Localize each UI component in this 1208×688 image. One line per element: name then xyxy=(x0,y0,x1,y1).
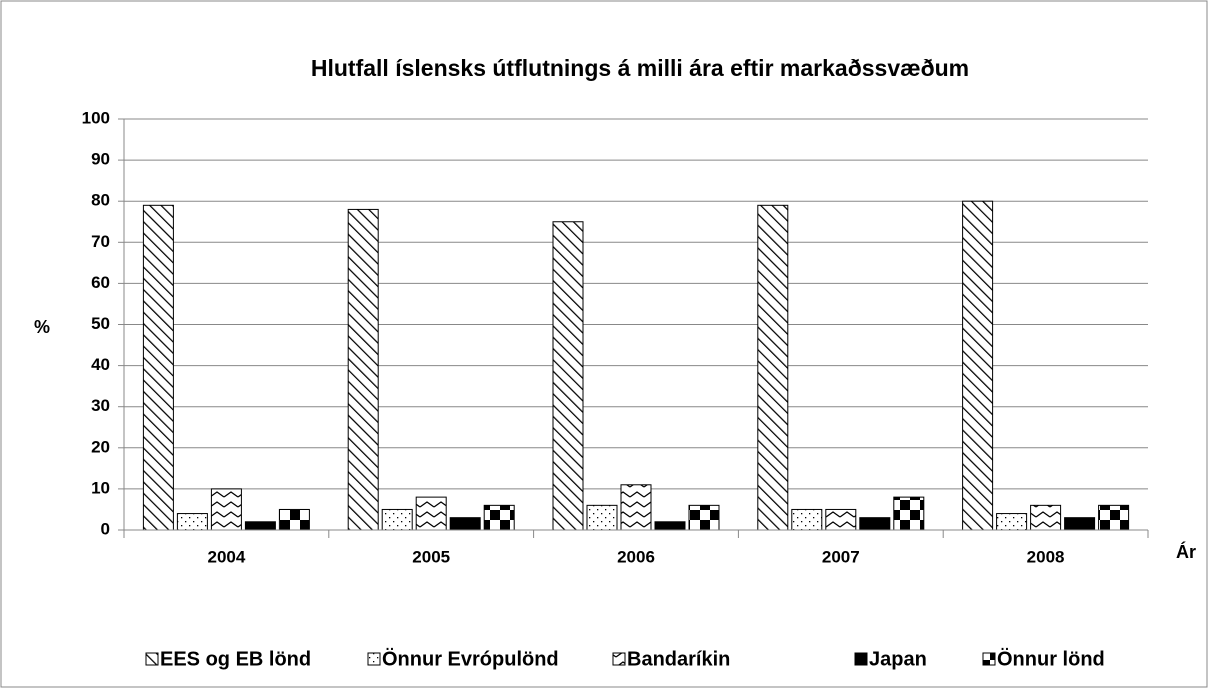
bar xyxy=(1098,504,1130,531)
legend-swatch xyxy=(854,652,868,666)
bar xyxy=(415,496,447,531)
bar xyxy=(757,204,789,531)
y-tick-label: 100 xyxy=(82,108,110,127)
x-tick-label: 2005 xyxy=(412,547,450,566)
y-tick-label: 20 xyxy=(91,437,110,456)
y-tick-label: 0 xyxy=(101,519,110,538)
legend-label: EES og EB lönd xyxy=(160,648,311,670)
y-tick-label: 70 xyxy=(91,232,110,251)
bar xyxy=(552,221,584,531)
bar xyxy=(347,208,379,531)
bar xyxy=(893,496,925,531)
bar xyxy=(1064,517,1096,531)
bar xyxy=(244,521,276,531)
bar xyxy=(962,200,994,531)
chart-title: Hlutfall íslensks útflutnings á milli ár… xyxy=(311,55,969,81)
bar xyxy=(620,484,652,531)
bar xyxy=(1030,504,1062,531)
x-tick-label: 2006 xyxy=(617,547,655,566)
y-tick-label: 90 xyxy=(91,150,110,169)
y-tick-label: 50 xyxy=(91,314,110,333)
legend-swatch xyxy=(982,652,996,666)
bar xyxy=(278,508,310,531)
y-tick-label: 60 xyxy=(91,273,110,292)
bar xyxy=(381,508,413,531)
bar xyxy=(825,508,857,531)
y-tick-label: 10 xyxy=(91,478,110,497)
bar xyxy=(654,521,686,531)
bar xyxy=(142,204,174,531)
y-tick-label: 40 xyxy=(91,355,110,374)
bar xyxy=(210,488,242,531)
legend-swatch xyxy=(145,652,159,666)
legend-label: Bandaríkin xyxy=(627,648,730,670)
legend-label: Önnur lönd xyxy=(997,647,1105,670)
bar xyxy=(586,504,618,531)
bar xyxy=(859,517,891,531)
bar xyxy=(176,513,208,531)
bar xyxy=(449,517,481,531)
legend-label: Önnur Evrópulönd xyxy=(382,647,559,670)
legend-swatch xyxy=(612,652,626,666)
legend-swatch xyxy=(367,652,381,666)
x-tick-label: 2008 xyxy=(1027,547,1065,566)
y-tick-label: 30 xyxy=(91,396,110,415)
legend-label: Japan xyxy=(869,648,927,670)
bar xyxy=(483,504,515,531)
x-axis-label: Ár xyxy=(1176,541,1196,562)
bar xyxy=(791,508,823,531)
x-tick-label: 2007 xyxy=(822,547,860,566)
x-tick-label: 2004 xyxy=(207,547,245,566)
bar xyxy=(688,504,720,531)
bar xyxy=(996,513,1028,531)
y-axis-label: % xyxy=(34,317,50,337)
y-tick-label: 80 xyxy=(91,191,110,210)
